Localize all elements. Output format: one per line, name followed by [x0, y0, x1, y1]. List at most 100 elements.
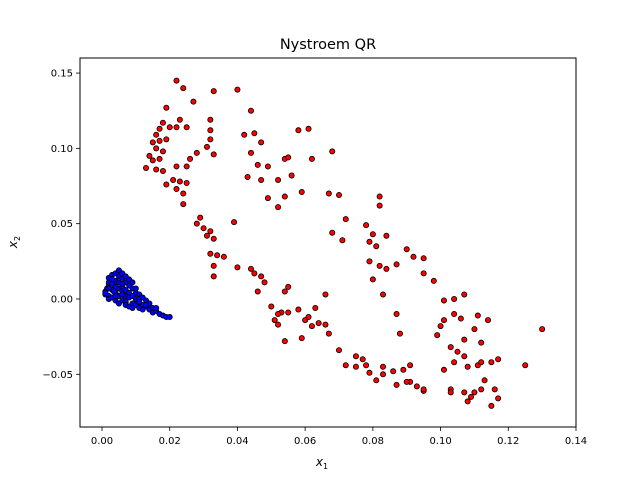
x-tick-label: 0.10 [429, 436, 451, 447]
data-point-series-1-50 [275, 176, 282, 183]
data-point-series-2-70 [119, 291, 126, 298]
data-point-series-1-162 [285, 283, 292, 290]
data-point-series-1-109 [478, 359, 485, 366]
data-point-series-1-110 [481, 377, 488, 384]
data-point-series-1-53 [176, 178, 183, 185]
data-point-series-1-152 [268, 303, 275, 310]
x-tick-label: 0.08 [362, 436, 384, 447]
plot-marks [102, 77, 546, 409]
data-point-series-1-138 [352, 353, 359, 360]
data-point-series-2-54 [139, 306, 146, 313]
data-point-series-1-154 [275, 321, 282, 328]
data-point-series-1-166 [214, 252, 221, 259]
data-point-series-1-88 [451, 311, 458, 318]
data-point-series-1-48 [244, 173, 251, 180]
data-point-series-1-147 [312, 305, 319, 312]
data-point-series-1-141 [325, 330, 332, 337]
data-point-series-1-58 [264, 195, 271, 202]
data-point-series-2-48 [129, 305, 136, 312]
data-point-series-2-73 [143, 301, 150, 308]
data-point-series-1-81 [410, 253, 417, 260]
data-point-series-1-85 [440, 297, 447, 304]
data-point-series-1-157 [261, 279, 268, 286]
data-point-series-1-43 [295, 127, 302, 134]
data-point-series-1-66 [339, 237, 346, 244]
data-point-series-1-51 [170, 176, 177, 183]
data-point-series-1-36 [251, 130, 258, 137]
data-point-series-1-30 [193, 149, 200, 156]
data-point-series-1-96 [437, 323, 444, 330]
data-point-series-1-32 [207, 136, 214, 143]
data-point-series-1-65 [342, 216, 349, 223]
x-tick-label: 0.02 [159, 436, 181, 447]
data-point-series-1-140 [335, 347, 342, 354]
data-point-series-1-142 [308, 323, 315, 330]
data-point-series-1-76 [383, 265, 390, 272]
data-point-series-1-136 [352, 363, 359, 370]
data-point-series-1-128 [363, 362, 370, 369]
data-point-series-2-71 [129, 292, 136, 299]
data-point-series-1-93 [461, 336, 468, 343]
data-point-series-1-146 [305, 314, 312, 321]
data-point-series-1-86 [451, 295, 458, 302]
data-point-series-1-82 [420, 255, 427, 262]
data-point-series-1-174 [210, 235, 217, 242]
data-point-series-1-40 [254, 161, 261, 168]
data-point-series-1-160 [254, 288, 261, 295]
data-point-series-1-155 [281, 338, 288, 345]
data-point-series-1-175 [231, 219, 238, 226]
x-axis-label-base: x [315, 455, 324, 469]
data-point-series-1-99 [454, 348, 461, 355]
data-point-series-1-5 [163, 104, 170, 111]
y-tick-label: 0.00 [51, 294, 73, 305]
data-point-series-1-2 [180, 85, 187, 92]
plot-frame [79, 57, 577, 428]
data-point-series-1-90 [474, 312, 481, 319]
data-point-series-1-104 [440, 366, 447, 373]
data-point-series-1-25 [153, 166, 160, 173]
data-point-series-1-112 [471, 389, 478, 396]
data-point-series-1-20 [159, 148, 166, 155]
data-point-series-1-67 [363, 222, 370, 229]
data-point-series-1-153 [271, 317, 278, 324]
data-point-series-1-159 [251, 270, 258, 277]
data-point-series-1-11 [156, 125, 163, 132]
data-point-series-1-170 [197, 214, 204, 221]
data-point-series-1-107 [522, 362, 529, 369]
data-point-series-1-106 [495, 356, 502, 363]
data-point-series-1-47 [288, 172, 295, 179]
data-point-series-1-78 [369, 276, 376, 283]
data-point-series-1-131 [403, 378, 410, 385]
data-point-series-1-161 [281, 288, 288, 295]
data-point-series-1-4 [234, 86, 241, 93]
data-point-series-1-168 [210, 273, 217, 280]
data-point-series-1-126 [380, 371, 387, 378]
data-point-series-1-173 [207, 228, 214, 235]
data-point-series-1-158 [258, 273, 265, 280]
data-point-series-2-75 [110, 288, 117, 295]
data-point-series-1-39 [264, 163, 271, 170]
data-point-series-1-28 [183, 163, 190, 170]
data-point-series-1-132 [413, 383, 420, 390]
data-point-series-1-1 [173, 77, 180, 84]
data-point-series-1-37 [258, 139, 265, 146]
data-point-series-1-120 [488, 402, 495, 409]
y-axis-ticks: −0.05 0.00 0.05 0.10 0.15 [42, 69, 80, 381]
data-point-series-1-33 [203, 143, 210, 150]
data-point-series-1-91 [484, 317, 491, 324]
data-point-series-1-98 [447, 344, 454, 351]
data-point-series-1-123 [407, 362, 414, 369]
data-point-series-1-8 [207, 116, 214, 123]
data-point-series-1-60 [281, 193, 288, 200]
data-point-series-1-64 [329, 229, 336, 236]
y-tick-label: 0.15 [51, 69, 73, 80]
data-point-series-1-172 [203, 232, 210, 239]
data-point-series-1-26 [159, 167, 166, 174]
data-point-series-1-63 [335, 192, 342, 199]
data-point-series-1-80 [403, 246, 410, 253]
data-point-series-1-69 [376, 193, 383, 200]
y-tick-label: 0.10 [51, 144, 73, 155]
data-point-series-1-103 [451, 359, 458, 366]
data-point-series-1-124 [400, 366, 407, 373]
